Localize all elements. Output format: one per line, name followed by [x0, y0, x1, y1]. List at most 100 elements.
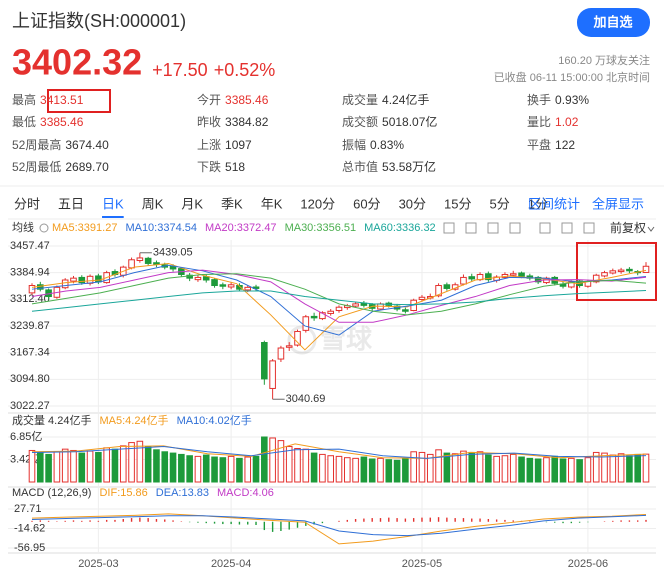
- period-tab[interactable]: 日K: [102, 196, 124, 211]
- candle-body: [211, 279, 218, 287]
- indicator-line: [31, 290, 647, 312]
- volume-bar: [227, 455, 235, 483]
- candle-body: [153, 262, 160, 265]
- volume-bar: [509, 453, 517, 483]
- candle-body: [327, 310, 335, 314]
- y-tick-label: 3239.87: [10, 320, 50, 332]
- candle-body: [194, 276, 202, 281]
- volume-bar: [144, 446, 152, 483]
- period-tab[interactable]: 五日: [58, 196, 84, 211]
- change-pct: +0.52%: [214, 60, 276, 80]
- volume-bar: [211, 456, 218, 483]
- y-tick-label: 3167.34: [10, 347, 50, 359]
- y-tick-label: -56.95: [14, 542, 45, 554]
- candle-body: [443, 284, 451, 289]
- indicator-line: [31, 262, 647, 351]
- candle-body: [310, 315, 318, 319]
- indicator-line: [31, 443, 647, 459]
- volume-bar: [169, 452, 177, 483]
- legend-entry: DIF:15.86: [99, 487, 147, 499]
- stat-value: 0.83%: [370, 138, 404, 152]
- title: 上证指数(SH:000001): [12, 11, 186, 31]
- volume-bar: [302, 448, 310, 483]
- volume-bar: [626, 455, 633, 483]
- candle-body: [319, 312, 326, 320]
- candle-body: [468, 276, 476, 280]
- volume-bar: [202, 454, 210, 483]
- volume-bar: [128, 442, 135, 483]
- volume-bar: [426, 453, 434, 483]
- candle-body: [592, 274, 600, 283]
- volume-bar: [468, 451, 476, 483]
- legend-entry: MA30:3356.51: [285, 222, 357, 234]
- stat-label: 成交量: [342, 92, 378, 107]
- period-tab[interactable]: 15分: [444, 196, 471, 211]
- period-tab[interactable]: 60分: [353, 196, 380, 211]
- stat-label: 平盘: [527, 137, 551, 152]
- volume-bar: [103, 447, 110, 483]
- period-tab[interactable]: 周K: [142, 196, 164, 211]
- period-tab[interactable]: 120分: [300, 196, 335, 211]
- dropdown-arrow[interactable]: [647, 226, 655, 232]
- y-tick-label: 3094.80: [10, 373, 50, 385]
- x-tick-label: 2025-06: [568, 558, 608, 570]
- legend-entry: MA5:4.24亿手: [99, 413, 168, 427]
- stat-label: 上涨: [197, 137, 221, 152]
- stat-label: 成交额: [342, 114, 378, 129]
- period-tab[interactable]: 1分: [528, 196, 548, 211]
- candle-body: [534, 276, 542, 283]
- ma-setting-icon[interactable]: [39, 223, 49, 233]
- indicator-line: [31, 514, 647, 537]
- period-tab[interactable]: 月K: [181, 196, 203, 211]
- volume-bar: [178, 453, 185, 483]
- volume-bar: [584, 457, 592, 483]
- candle-body: [61, 279, 69, 289]
- period-tab[interactable]: 30分: [399, 196, 426, 211]
- indicator-line: [31, 269, 647, 323]
- candle-body: [95, 275, 102, 283]
- legend-entry: MA10:3374.54: [125, 222, 197, 234]
- period-tab[interactable]: 5分: [490, 196, 510, 211]
- price: 3402.32: [12, 42, 142, 83]
- candle-body: [642, 265, 650, 273]
- period-tab[interactable]: 季K: [221, 196, 243, 211]
- volume-bar: [61, 448, 69, 483]
- volume-bar: [568, 457, 575, 483]
- period-tab[interactable]: 年K: [261, 196, 283, 211]
- add-watch-button[interactable]: [577, 8, 650, 37]
- candle-body: [601, 272, 608, 277]
- tab-action[interactable]: 区间统计: [528, 196, 580, 211]
- annotation: 3439.05: [153, 247, 193, 259]
- adjust-select[interactable]: 前复权: [610, 220, 646, 235]
- volume-bar: [294, 447, 301, 483]
- y-tick-label: 6.85亿: [10, 430, 42, 443]
- add-watch-label[interactable]: 加自选: [592, 14, 632, 29]
- tab-action[interactable]: 全屏显示: [592, 196, 644, 211]
- volume-bar: [393, 459, 401, 483]
- volume-bar: [551, 455, 559, 483]
- legend-entry: MACD:4.06: [217, 487, 274, 499]
- volume-bar: [319, 453, 326, 483]
- candle-body: [227, 284, 235, 288]
- watermark: 雪球: [287, 324, 373, 355]
- period-tab[interactable]: 分时: [14, 196, 40, 211]
- x-tick-label: 2025-05: [402, 558, 442, 570]
- volume-bar: [78, 452, 86, 483]
- stat-value: 2689.70: [65, 160, 109, 174]
- candle-body: [186, 274, 193, 279]
- volume-bar: [95, 451, 102, 483]
- stat-value: 3413.51: [40, 93, 84, 107]
- volume-bar: [153, 449, 160, 483]
- watermark-text: 雪球: [320, 324, 373, 354]
- candle-body: [302, 316, 310, 331]
- x-tick-label: 2025-03: [78, 558, 118, 570]
- toolbar-icons[interactable]: [443, 222, 595, 234]
- volume-bar: [285, 446, 293, 483]
- volume-bar: [634, 453, 642, 483]
- candle-body: [144, 257, 152, 264]
- indicator-line: [31, 513, 647, 545]
- candle-body: [294, 330, 301, 346]
- volume-bar: [161, 451, 169, 483]
- stat-value: 4.24亿手: [382, 92, 429, 107]
